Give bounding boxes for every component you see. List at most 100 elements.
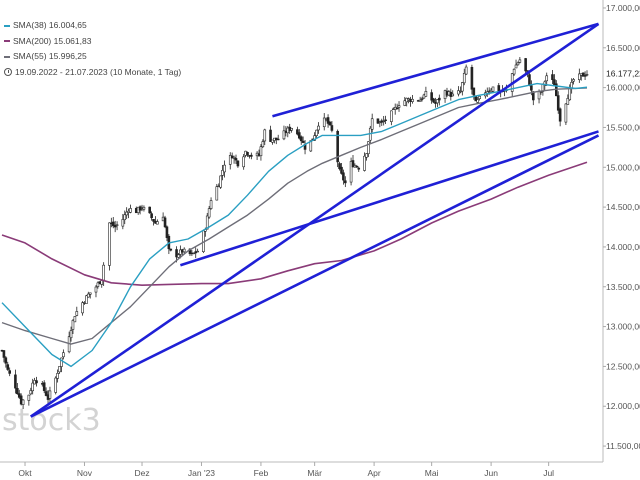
candle-body <box>351 160 355 168</box>
legend-sma38-value: 16.004,65 <box>48 20 87 30</box>
candle-body <box>376 118 380 124</box>
candle-body <box>44 391 48 396</box>
candle-body <box>232 156 236 159</box>
candle-body <box>88 292 92 295</box>
candle-body <box>282 130 286 140</box>
legend-sma200[interactable]: SMA(200) 15.061,83 <box>4 34 181 50</box>
candle-body <box>436 99 439 104</box>
x-tick-label: Feb <box>254 468 269 478</box>
candle-body <box>344 180 347 184</box>
candle-body <box>363 155 366 171</box>
legend-sma38-name: SMA(38) <box>13 20 47 30</box>
candle-body <box>115 224 119 226</box>
candle-body <box>461 82 464 92</box>
candle-body <box>384 119 387 121</box>
trendline-4 <box>30 134 600 418</box>
candle-body <box>215 186 219 201</box>
candle-body <box>309 140 313 152</box>
trendline-2 <box>272 22 599 118</box>
candle-body <box>355 165 359 168</box>
candle-body <box>566 98 570 105</box>
candle-body <box>81 302 84 314</box>
candle-body <box>108 222 111 266</box>
candle-body <box>330 125 334 131</box>
candle-body <box>188 248 192 255</box>
candle-body <box>581 72 585 77</box>
candle-body <box>472 87 476 96</box>
candle-body <box>578 73 581 80</box>
candle-body <box>518 59 522 63</box>
y-tick-label: 15.500,00 <box>606 122 640 132</box>
candle-body <box>123 214 127 221</box>
candle-body <box>58 366 61 373</box>
candle-body <box>340 166 343 174</box>
y-tick-label: 16.000,00 <box>606 83 640 93</box>
candle-body <box>338 163 341 170</box>
candle-body <box>234 158 238 161</box>
candle-body <box>418 99 422 102</box>
candle-body <box>219 175 222 188</box>
candle-body <box>14 374 17 389</box>
candle-body <box>261 141 265 148</box>
candle-body <box>297 132 301 139</box>
y-tick-label: 11.500,00 <box>606 441 640 451</box>
candle-body <box>148 206 151 214</box>
candle-body <box>27 394 31 401</box>
candle-body <box>524 58 527 72</box>
candle-body <box>111 221 115 227</box>
candle-body <box>94 286 98 293</box>
candle-body <box>73 316 77 323</box>
candle-body <box>236 160 240 167</box>
candle-body <box>150 213 153 219</box>
candle-body <box>583 75 587 77</box>
candle-body <box>209 200 213 209</box>
candle-body <box>462 73 466 84</box>
candle-body <box>545 75 549 82</box>
date-range[interactable]: 19.09.2022 - 21.07.2023 (10 Monate, 1 Ta… <box>4 65 181 81</box>
candle-body <box>246 152 249 156</box>
candle-body <box>228 155 232 165</box>
candle-body <box>572 79 575 82</box>
candle-body <box>163 217 167 228</box>
candle-body <box>276 138 280 141</box>
candle-body <box>121 219 125 227</box>
y-tick-label: 14.500,00 <box>606 202 640 212</box>
y-tick-label: 12.000,00 <box>606 401 640 411</box>
candle-body <box>152 219 155 222</box>
legend-sma55-value: 15.996,25 <box>48 51 87 61</box>
candle-body <box>2 350 6 358</box>
y-tick-label: 12.500,00 <box>606 361 640 371</box>
candle-body <box>299 136 303 142</box>
candle-body <box>512 68 516 75</box>
candle-body <box>564 103 568 123</box>
candle-body <box>16 388 19 395</box>
candle-body <box>207 208 211 218</box>
candle-body <box>411 98 414 102</box>
candle-body <box>129 208 132 213</box>
candle-body <box>370 118 374 130</box>
legend-sma55[interactable]: SMA(55) 15.996,25 <box>4 49 181 65</box>
candle-body <box>54 377 58 393</box>
candle-body <box>357 167 361 170</box>
legend-sma38[interactable]: SMA(38) 16.004,65 <box>4 18 181 34</box>
candle-body <box>221 170 224 176</box>
y-tick-label: 14.000,00 <box>606 242 640 252</box>
candle-body <box>71 320 75 330</box>
candle-body <box>395 107 399 110</box>
candle-body <box>17 393 21 398</box>
candle-body <box>438 97 441 101</box>
candle-body <box>69 330 73 339</box>
candle-body <box>516 62 520 66</box>
candle-body <box>269 129 272 142</box>
candle-body <box>263 129 267 142</box>
candle-body <box>326 117 330 124</box>
trendline-3 <box>179 130 599 267</box>
candle-body <box>459 90 462 93</box>
candle-body <box>290 128 293 131</box>
candle-body <box>169 248 173 251</box>
candle-body <box>259 146 263 157</box>
candle-body <box>8 370 11 374</box>
candle-body <box>113 224 117 228</box>
